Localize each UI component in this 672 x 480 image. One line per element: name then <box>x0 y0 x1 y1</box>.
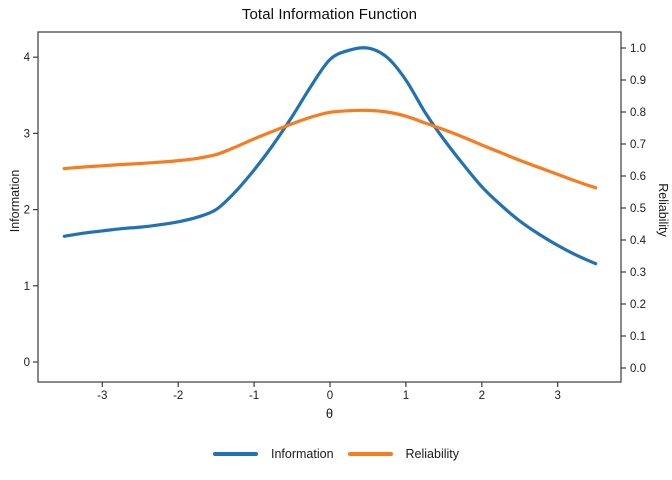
y-left-tick-label: 4 <box>24 52 31 64</box>
y-right-tick-label: 1.0 <box>630 43 646 55</box>
legend-item-reliability: Reliability <box>347 447 460 461</box>
x-tick-label: -2 <box>173 390 183 402</box>
x-tick-label: 2 <box>479 390 485 402</box>
reliability-line-swatch-icon <box>347 452 393 456</box>
y-axis-left-ticks: 0 1 2 3 4 <box>24 52 38 369</box>
y-axis-right-ticks: 0.0 0.1 0.2 0.3 0.4 0.5 0.6 0.7 0.8 0.9 1.0 <box>621 43 647 375</box>
x-tick-label: 1 <box>403 390 409 402</box>
legend-item-information: Information <box>212 447 334 461</box>
y-right-tick-label: 0.4 <box>630 235 647 247</box>
y-axis-label-information: Information <box>8 169 22 233</box>
x-axis-label-theta: θ <box>325 406 334 421</box>
information-line <box>62 46 598 266</box>
y-left-tick-label: 0 <box>24 357 30 369</box>
y-left-tick-label: 2 <box>24 205 30 217</box>
reliability-line <box>62 108 598 190</box>
legend: Information Reliability <box>0 447 672 461</box>
x-tick-label: -1 <box>249 390 259 402</box>
y-axis-label-reliability: Reliability <box>656 183 670 237</box>
chart-title: Total Information Function <box>241 6 418 23</box>
y-right-tick-label: 0.1 <box>630 331 646 343</box>
y-left-tick-label: 1 <box>24 281 30 293</box>
y-right-tick-label: 0.8 <box>630 107 646 119</box>
information-line-swatch-icon <box>212 452 258 456</box>
y-right-tick-label: 0.7 <box>630 139 646 151</box>
y-right-tick-label: 0.2 <box>630 299 646 311</box>
y-right-tick-label: 0.6 <box>630 171 646 183</box>
y-right-tick-label: 0.5 <box>630 203 646 215</box>
x-tick-label: 0 <box>327 390 333 402</box>
legend-label-information: Information <box>270 447 334 461</box>
x-axis-ticks: -3 -2 -1 0 1 2 3 <box>97 382 561 402</box>
x-tick-label: -3 <box>97 390 107 402</box>
y-left-tick-label: 3 <box>24 128 30 140</box>
y-right-tick-label: 0.0 <box>630 363 646 375</box>
plot-frame <box>37 31 622 383</box>
legend-label-reliability: Reliability <box>405 447 460 461</box>
y-right-tick-label: 0.3 <box>630 267 646 279</box>
x-tick-label: 3 <box>554 390 560 402</box>
y-right-tick-label: 0.9 <box>630 75 646 87</box>
